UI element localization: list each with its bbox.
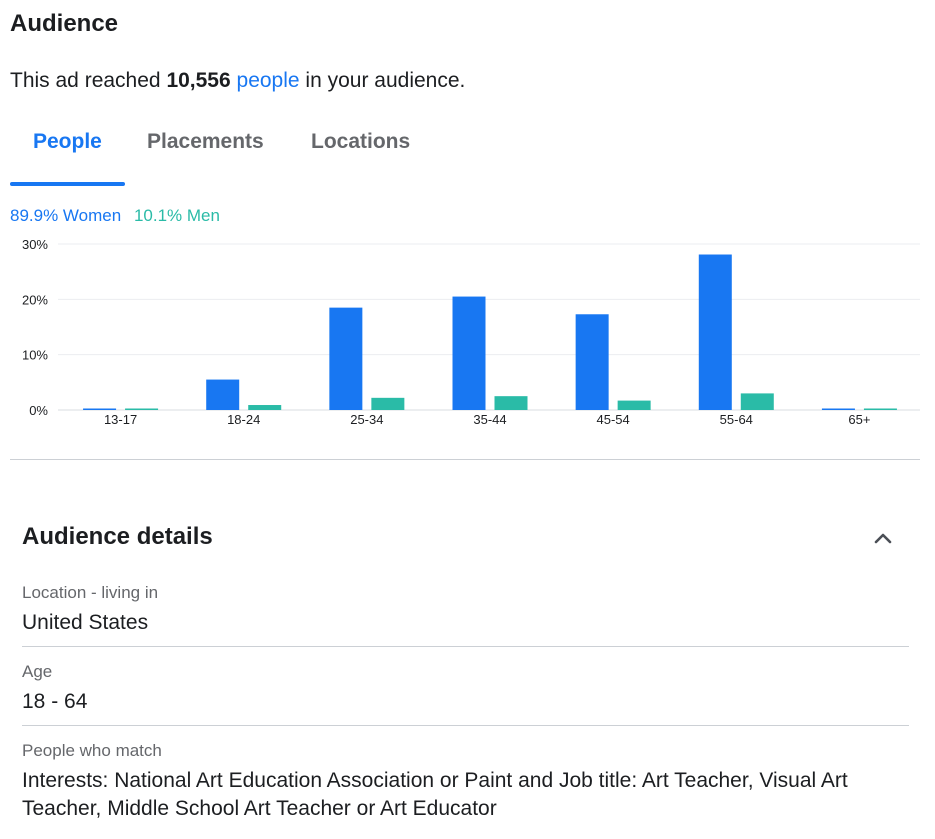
audience-tabs: People Placements Locations	[10, 120, 930, 186]
people-who-match-label: People who match	[22, 741, 162, 760]
x-tick-label: 45-54	[597, 412, 630, 427]
reach-suffix: in your audience.	[305, 69, 466, 92]
bar-women-25-34[interactable]	[329, 307, 363, 410]
bar-men-35-44[interactable]	[494, 396, 528, 410]
gender-legend: 89.9% Women 10.1% Men	[10, 206, 220, 226]
legend-men: 10.1% Men	[133, 206, 220, 225]
age-gender-bar-chart: 0% 10% 20% 30% 13-17 18-24 25-34 35-44 45-54 55-6…	[22, 237, 920, 427]
audience-title: Audience	[10, 10, 119, 37]
active-tab-indicator	[10, 182, 125, 186]
bar-men-55-64[interactable]	[740, 393, 774, 410]
bar-men-25-34[interactable]	[371, 397, 405, 410]
reach-people-link[interactable]: people	[236, 69, 300, 92]
legend-women: 89.9% Women	[10, 206, 122, 225]
x-tick-label: 55-64	[720, 412, 753, 427]
bar-women-45-54[interactable]	[575, 314, 609, 410]
age-label: Age	[22, 662, 53, 681]
tab-placements[interactable]: Placements	[147, 130, 264, 153]
bar-women-65+[interactable]	[821, 408, 855, 411]
location-value: United States	[22, 611, 149, 634]
bar-men-65+[interactable]	[863, 408, 897, 411]
y-tick-label: 20%	[22, 292, 48, 307]
x-tick-label: 25-34	[350, 412, 383, 427]
x-tick-label: 13-17	[104, 412, 137, 427]
x-tick-label: 65+	[848, 412, 870, 427]
reach-summary: This ad reached 10,556 people in your au…	[10, 69, 465, 93]
bar-women-13-17[interactable]	[83, 408, 117, 411]
audience-details-title: Audience details	[22, 523, 213, 550]
y-tick-label: 0%	[29, 403, 48, 418]
people-who-match-value: Interests: National Art Education Associ…	[22, 769, 848, 820]
collapse-details-button[interactable]	[868, 524, 898, 552]
tab-people[interactable]: People	[33, 130, 102, 153]
age-value: 18 - 64	[22, 690, 88, 713]
location-label: Location - living in	[22, 583, 159, 602]
chevron-up-icon	[874, 533, 892, 544]
tab-locations[interactable]: Locations	[311, 130, 411, 153]
bar-men-18-24[interactable]	[248, 405, 282, 410]
x-tick-label: 35-44	[473, 412, 506, 427]
bar-men-13-17[interactable]	[125, 408, 159, 411]
section-divider	[10, 459, 920, 460]
bar-women-55-64[interactable]	[698, 254, 732, 410]
bar-men-45-54[interactable]	[617, 400, 651, 410]
reach-count: 10,556	[166, 69, 231, 92]
age-divider	[22, 725, 909, 726]
location-divider	[22, 646, 909, 647]
bar-women-35-44[interactable]	[452, 296, 486, 410]
y-tick-label: 30%	[22, 237, 48, 252]
bar-women-18-24[interactable]	[206, 379, 240, 410]
x-tick-label: 18-24	[227, 412, 260, 427]
reach-prefix: This ad reached	[10, 69, 161, 92]
y-tick-label: 10%	[22, 348, 48, 363]
